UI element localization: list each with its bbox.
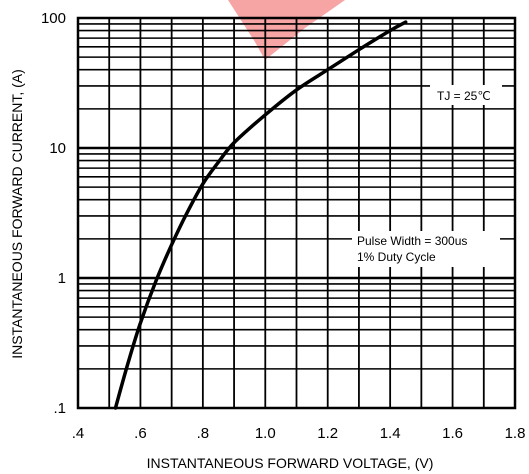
y-tick-label: .1: [53, 400, 66, 417]
plot-frame: [76, 16, 517, 410]
pulse-width-annotation: Pulse Width = 300us: [357, 234, 467, 248]
x-tick-label: 1.0: [255, 425, 276, 442]
x-tick-labels: .4 .6 .8 1.0 1.2 1.4 1.6 1.8: [72, 425, 526, 442]
y-tick-label: 100: [41, 10, 66, 27]
x-tick-label: 1.4: [380, 425, 401, 442]
tj-annotation-box: [430, 85, 502, 105]
y-tick-label: 10: [49, 140, 66, 157]
y-tick-label: 1: [58, 270, 66, 287]
x-tick-label: 1.6: [442, 425, 463, 442]
series-line: [113, 20, 408, 410]
y-axis-title: INSTANTANEOUS FORWARD CURRENT, (A): [9, 69, 25, 359]
pulse-annotation-box: [352, 231, 500, 267]
duty-cycle-annotation: 1% Duty Cycle: [357, 250, 436, 264]
x-tick-label: .8: [197, 425, 210, 442]
tj-annotation: TJ = 25℃: [437, 89, 491, 103]
y-tick-labels: .1 1 10 100: [41, 10, 66, 417]
x-axis-title: INSTANTANEOUS FORWARD VOLTAGE, (V): [147, 455, 434, 471]
x-tick-label: 1.8: [505, 425, 526, 442]
grid-major: [78, 146, 515, 280]
x-tick-label: .6: [134, 425, 147, 442]
grid-minor: [78, 18, 515, 408]
x-tick-label: 1.2: [317, 425, 338, 442]
x-tick-label: .4: [72, 425, 85, 442]
